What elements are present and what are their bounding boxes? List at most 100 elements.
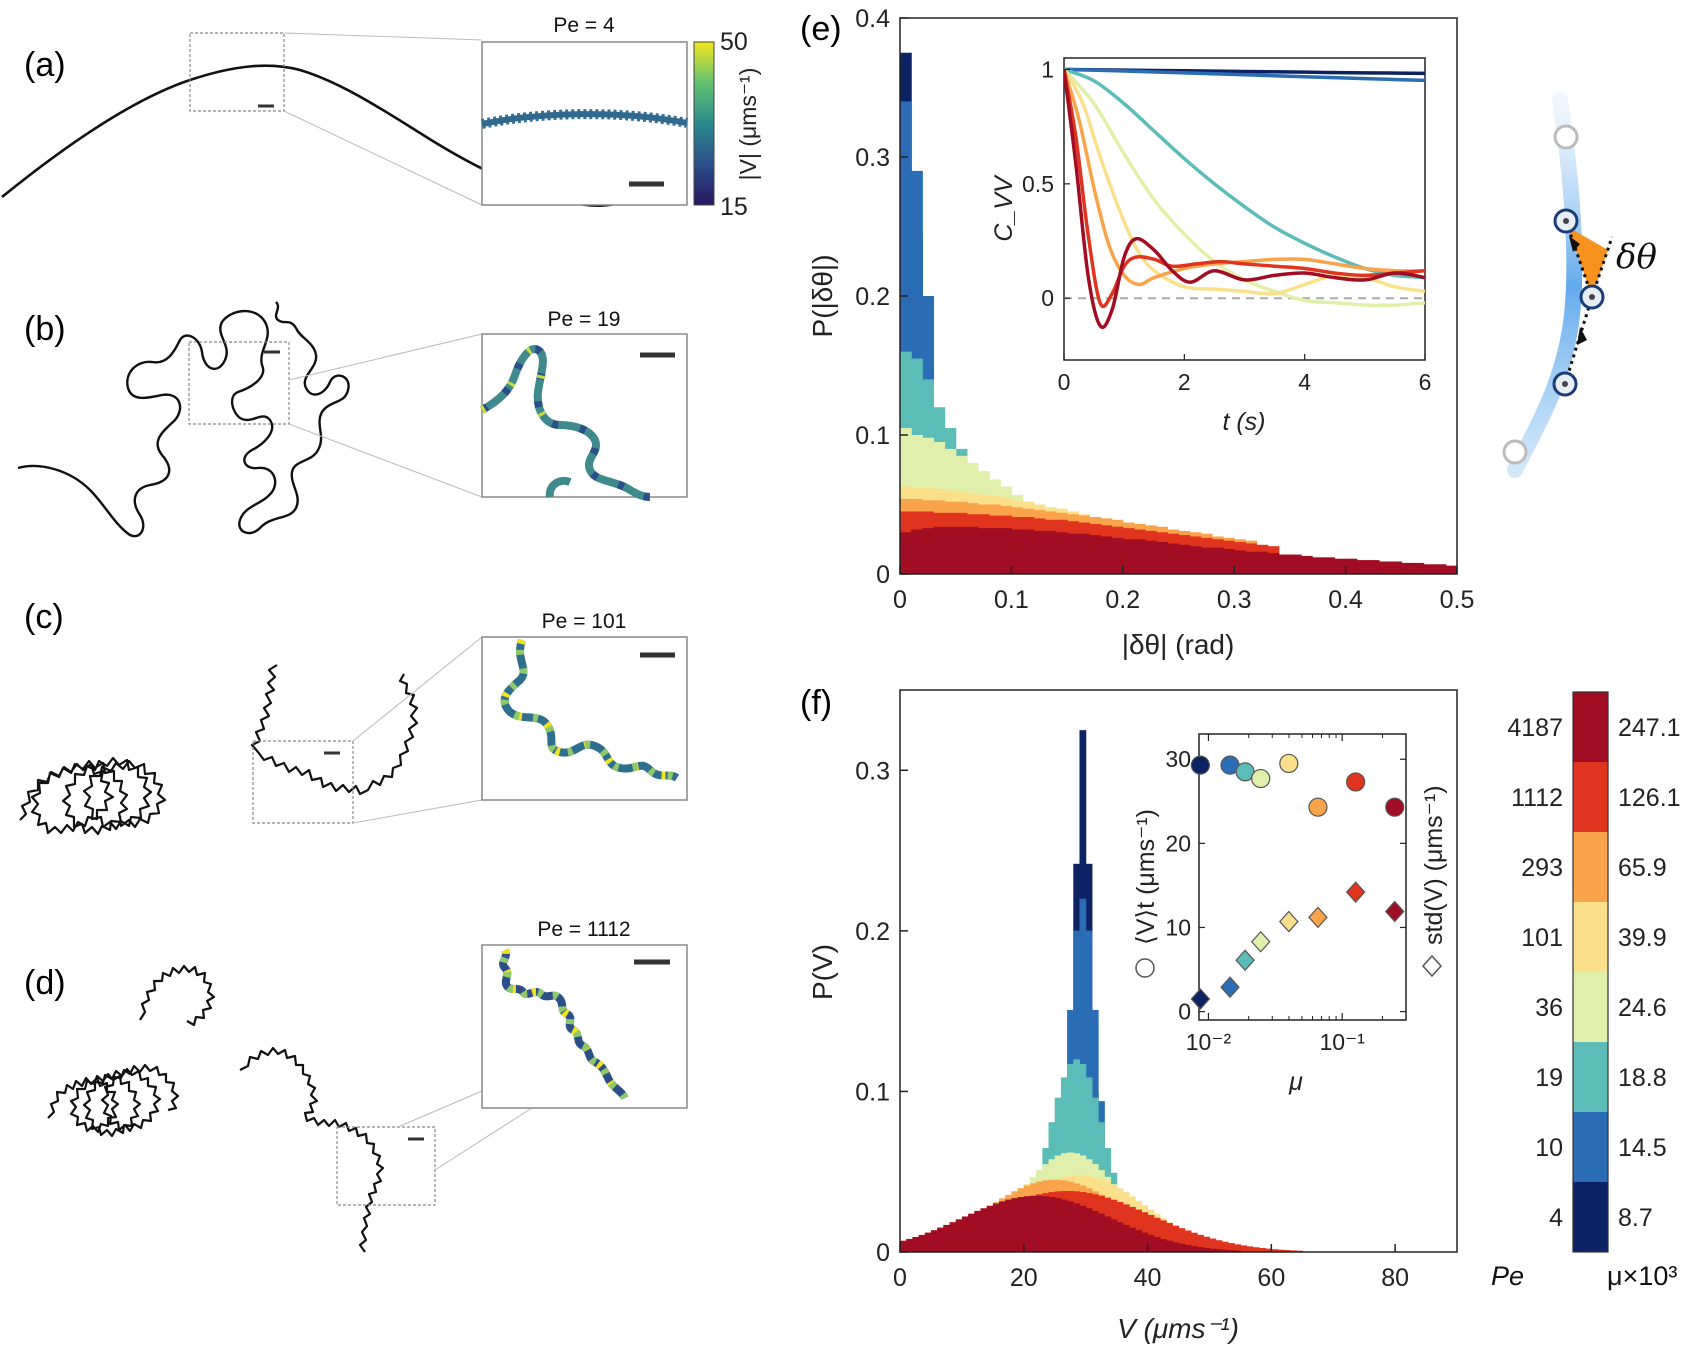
e-bar [1223,548,1235,574]
f-bar [1190,1232,1198,1252]
f-inset-xlabel: μ [1288,1068,1303,1096]
e-xtick-label: 0.3 [1217,586,1252,614]
f-ylabel: P(V) [807,944,838,1000]
colorbar-pe-value: 36 [1535,994,1563,1022]
f-bar [1135,1230,1142,1252]
colorbar-segment [1573,1182,1608,1252]
e-bar [1189,546,1202,574]
f-xtick-label: 80 [1381,1264,1409,1292]
f-bar [1172,1242,1180,1252]
panel-e: (e) 0 0.1 0.2 0.3 0.4 0.5 0 0.1 0.2 0.3 0.4 |δθ| (… [800,5,1474,660]
f-bar [999,1201,1006,1252]
e-bar [911,529,923,574]
f-bar [1277,1249,1285,1252]
trajectory-b [17,309,350,538]
e-bar [1256,551,1269,574]
e-inset-axes: 0 2 4 6 0 0.5 1 [1022,56,1431,395]
f-bar [1166,1223,1173,1252]
e-inset-xlabel: t (s) [1222,408,1265,436]
f-inset-xtick-label: 10⁻¹ [1319,1029,1365,1055]
f-bar [900,1240,907,1252]
trajectory-c-right [250,664,419,796]
trajectory-d-left [47,1063,180,1138]
e-bar [1022,529,1035,574]
e-bar [1334,558,1347,574]
f-bar [955,1219,963,1252]
zoom-line [283,32,483,41]
e-bar [1145,540,1157,574]
colorbar-pe-value: 10 [1535,1134,1563,1162]
zoom-line [434,1105,536,1171]
e-bar [1412,562,1425,574]
f-ytick-label: 0.1 [855,1078,890,1106]
schematic-arrow [1569,236,1580,252]
f-histogram [900,730,1303,1252]
zoom-line [283,110,483,206]
colorbar-mu-value: 126.1 [1618,784,1681,812]
e-bar [1401,562,1414,574]
colorbar-mu-value: 14.5 [1618,1134,1667,1162]
f-bar [1190,1246,1198,1252]
f-inset-ylabel-left: ⟨V⟩t (μms⁻¹) [1132,809,1160,945]
f-inset-mean-marker [1346,772,1366,792]
f-inset-ylabel-right: std(V) (μms⁻¹) [1420,785,1448,945]
panel-b: (b) Pe = 19 [17,301,688,538]
e-inset-line [1064,69,1425,329]
e-xtick-label: 0 [893,586,907,614]
colorbar-pe-value: 293 [1521,854,1563,882]
f-bar [1221,1249,1229,1252]
zoom-line [352,799,483,824]
e-bar [1301,555,1313,574]
f-bar [1221,1241,1229,1252]
f-bar [1042,1196,1050,1252]
f-bar [1234,1244,1241,1252]
e-ylabel: P(|δθ|) [807,254,838,337]
e-ytick-label: 0.3 [855,144,890,172]
f-bar [1104,1216,1112,1252]
e-bar [1434,564,1447,574]
panel-a-label: (a) [24,46,66,84]
f-bar [1153,1236,1161,1252]
colorbar-segment [1573,902,1608,972]
trajectory-c-left [19,756,167,836]
e-inset-line [1064,69,1425,309]
trajectory-d-top [139,964,216,1027]
e-bar [1111,537,1124,574]
e-bar [1445,565,1457,574]
e-bar [1234,550,1246,574]
e-xtick-label: 0.4 [1328,586,1363,614]
schematic-trail [1507,92,1583,478]
f-bar [1060,1199,1068,1252]
e-bar [955,526,968,574]
zoom-box-d [336,1126,436,1206]
colorbar-segment [1573,832,1608,902]
e-inset-line [1064,68,1425,287]
trajectory-b-end [274,301,298,329]
e-bar [1067,533,1079,574]
f-bar [961,1216,969,1252]
f-inset-std-marker [1345,881,1366,904]
inset-c-trajectory-highlight [500,638,680,782]
colorbar-pe-value: 1112 [1511,784,1563,812]
schematic-dot [1562,381,1568,387]
e-bar [1000,528,1012,574]
trajectory-d-right [239,1046,385,1253]
colorbar-pe-value: 101 [1521,924,1563,952]
schematic-segment [1563,296,1594,385]
e-bar [966,526,979,574]
f-bar [1153,1217,1161,1252]
f-bar [980,1208,988,1252]
f-inset-box [1198,733,1407,1021]
e-inset-ytick-label: 0 [1041,285,1054,311]
e-ytick-label: 0 [876,561,890,589]
f-bar [1184,1245,1192,1252]
inset-a-trajectory-core [481,111,688,127]
f-ytick-label: 0 [876,1239,890,1267]
e-xtick-label: 0.5 [1440,586,1475,614]
inset-d-title: Pe = 1112 [537,918,630,941]
e-bar [900,101,912,574]
schematic-dot [1589,294,1595,300]
f-inset-std-legend-marker [1421,954,1443,978]
schematic-point [1553,124,1579,150]
e-bar [944,526,957,574]
